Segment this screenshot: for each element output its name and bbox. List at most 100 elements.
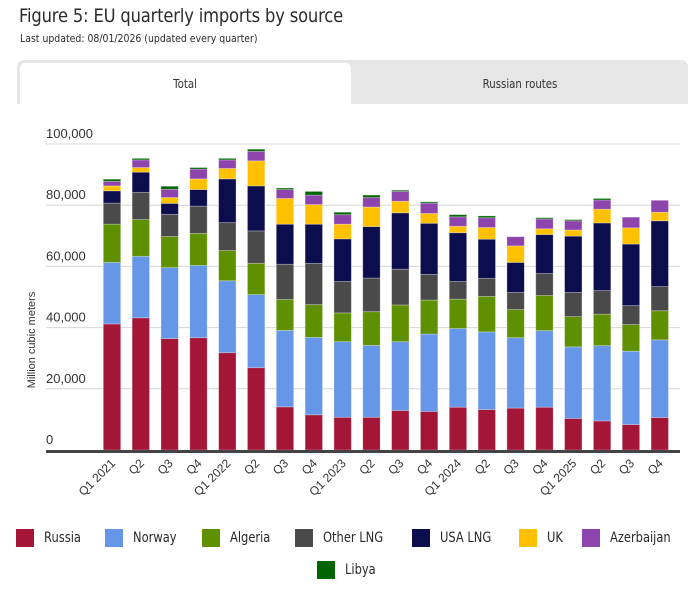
bar-segment-azerbaijan[interactable]	[275, 189, 295, 199]
bar-segment-other-lng[interactable]	[189, 205, 208, 234]
bar-segment-russia[interactable]	[160, 338, 179, 451]
bar-segment-uk[interactable]	[650, 211, 669, 222]
bar-segment-norway[interactable]	[564, 346, 583, 419]
bar-segment-other-lng[interactable]	[420, 273, 439, 301]
bar-segment-uk[interactable]	[535, 228, 554, 235]
bar-segment-usa-lng[interactable]	[391, 212, 410, 270]
bar-stack[interactable]	[506, 236, 525, 451]
bar-stack[interactable]	[304, 191, 323, 451]
bar-segment-azerbaijan[interactable]	[102, 180, 122, 187]
bar-stack[interactable]	[650, 199, 669, 451]
bar-segment-russia[interactable]	[391, 410, 410, 451]
bar-segment-usa-lng[interactable]	[160, 202, 179, 215]
bar-segment-norway[interactable]	[304, 336, 323, 416]
bar-stack[interactable]	[218, 157, 237, 451]
bar-segment-other-lng[interactable]	[362, 277, 381, 313]
bar-segment-usa-lng[interactable]	[477, 238, 496, 279]
bar-segment-other-lng[interactable]	[160, 213, 179, 237]
bar-segment-libya[interactable]	[362, 194, 381, 198]
bar-segment-usa-lng[interactable]	[333, 238, 352, 282]
bar-segment-usa-lng[interactable]	[535, 234, 554, 274]
bar-segment-libya[interactable]	[593, 198, 612, 201]
bar-segment-other-lng[interactable]	[621, 305, 641, 325]
legend-item-libya[interactable]: Libya	[317, 561, 382, 579]
bar-segment-azerbaijan[interactable]	[506, 236, 525, 247]
bar-segment-azerbaijan[interactable]	[477, 217, 496, 228]
bar-segment-other-lng[interactable]	[506, 292, 525, 310]
bar-segment-azerbaijan[interactable]	[420, 202, 439, 214]
bar-segment-azerbaijan[interactable]	[621, 216, 641, 229]
bar-segment-azerbaijan[interactable]	[391, 191, 410, 202]
bar-segment-libya[interactable]	[333, 211, 352, 216]
bar-segment-libya[interactable]	[448, 214, 468, 218]
bar-segment-uk[interactable]	[391, 200, 410, 214]
bar-stack[interactable]	[535, 217, 554, 451]
bar-segment-libya[interactable]	[477, 215, 496, 219]
bar-segment-algeria[interactable]	[131, 219, 150, 257]
bar-segment-usa-lng[interactable]	[506, 262, 525, 293]
bar-segment-algeria[interactable]	[593, 313, 612, 347]
bar-segment-libya[interactable]	[131, 157, 150, 161]
bar-segment-norway[interactable]	[650, 339, 669, 418]
bar-segment-norway[interactable]	[333, 341, 352, 418]
bar-segment-norway[interactable]	[593, 345, 612, 422]
bar-segment-usa-lng[interactable]	[650, 220, 669, 287]
bar-segment-azerbaijan[interactable]	[650, 199, 669, 213]
bar-segment-algeria[interactable]	[506, 309, 525, 339]
bar-segment-russia[interactable]	[304, 414, 323, 451]
bar-segment-algeria[interactable]	[304, 304, 323, 338]
bar-segment-norway[interactable]	[247, 294, 266, 369]
bar-segment-other-lng[interactable]	[275, 263, 295, 300]
bar-segment-usa-lng[interactable]	[189, 189, 208, 207]
bar-stack[interactable]	[448, 214, 468, 451]
bar-segment-usa-lng[interactable]	[275, 223, 295, 265]
bar-segment-azerbaijan[interactable]	[304, 194, 323, 205]
legend-item-algeria[interactable]: Algeria	[201, 529, 279, 547]
bar-segment-russia[interactable]	[506, 407, 525, 451]
bar-stack[interactable]	[593, 198, 612, 451]
bar-segment-other-lng[interactable]	[477, 277, 496, 297]
bar-segment-norway[interactable]	[391, 341, 410, 411]
bar-segment-algeria[interactable]	[160, 236, 179, 269]
legend-item-usa-lng[interactable]: USA LNG	[412, 529, 503, 547]
bar-segment-azerbaijan[interactable]	[564, 220, 583, 231]
bar-segment-uk[interactable]	[362, 206, 381, 228]
bar-segment-libya[interactable]	[391, 189, 410, 192]
bar-segment-algeria[interactable]	[333, 312, 352, 343]
bar-segment-usa-lng[interactable]	[131, 171, 150, 193]
bar-segment-libya[interactable]	[304, 191, 323, 196]
bar-segment-norway[interactable]	[621, 350, 641, 426]
legend-item-other-lng[interactable]: Other LNG	[295, 529, 396, 547]
bar-segment-uk[interactable]	[304, 204, 323, 225]
tab-russian-routes[interactable]: Russian routes	[351, 63, 688, 104]
bar-stack[interactable]	[131, 157, 150, 451]
bar-segment-algeria[interactable]	[477, 295, 496, 333]
bar-stack[interactable]	[477, 215, 496, 451]
bar-segment-algeria[interactable]	[448, 298, 468, 329]
bar-segment-libya[interactable]	[564, 219, 583, 222]
bar-segment-other-lng[interactable]	[333, 280, 352, 314]
bar-segment-russia[interactable]	[448, 406, 468, 451]
bar-segment-uk[interactable]	[247, 160, 266, 187]
bar-segment-russia[interactable]	[189, 337, 208, 451]
bar-segment-algeria[interactable]	[362, 311, 381, 346]
bar-segment-azerbaijan[interactable]	[362, 197, 381, 208]
bar-segment-norway[interactable]	[477, 331, 496, 411]
bar-segment-libya[interactable]	[535, 217, 554, 220]
bar-segment-algeria[interactable]	[650, 310, 669, 341]
bar-stack[interactable]	[391, 189, 410, 451]
bar-stack[interactable]	[102, 178, 122, 451]
bar-segment-other-lng[interactable]	[218, 222, 237, 251]
bar-segment-other-lng[interactable]	[102, 202, 122, 225]
bar-segment-russia[interactable]	[535, 406, 554, 451]
bar-segment-norway[interactable]	[102, 262, 122, 325]
bar-segment-libya[interactable]	[189, 167, 208, 170]
bar-segment-usa-lng[interactable]	[218, 178, 237, 224]
bar-segment-other-lng[interactable]	[304, 262, 323, 306]
bar-segment-uk[interactable]	[102, 185, 122, 192]
bar-segment-norway[interactable]	[506, 337, 525, 409]
bar-segment-algeria[interactable]	[275, 299, 295, 331]
bar-segment-norway[interactable]	[189, 265, 208, 339]
bar-segment-other-lng[interactable]	[448, 280, 468, 300]
bar-segment-usa-lng[interactable]	[102, 190, 122, 204]
